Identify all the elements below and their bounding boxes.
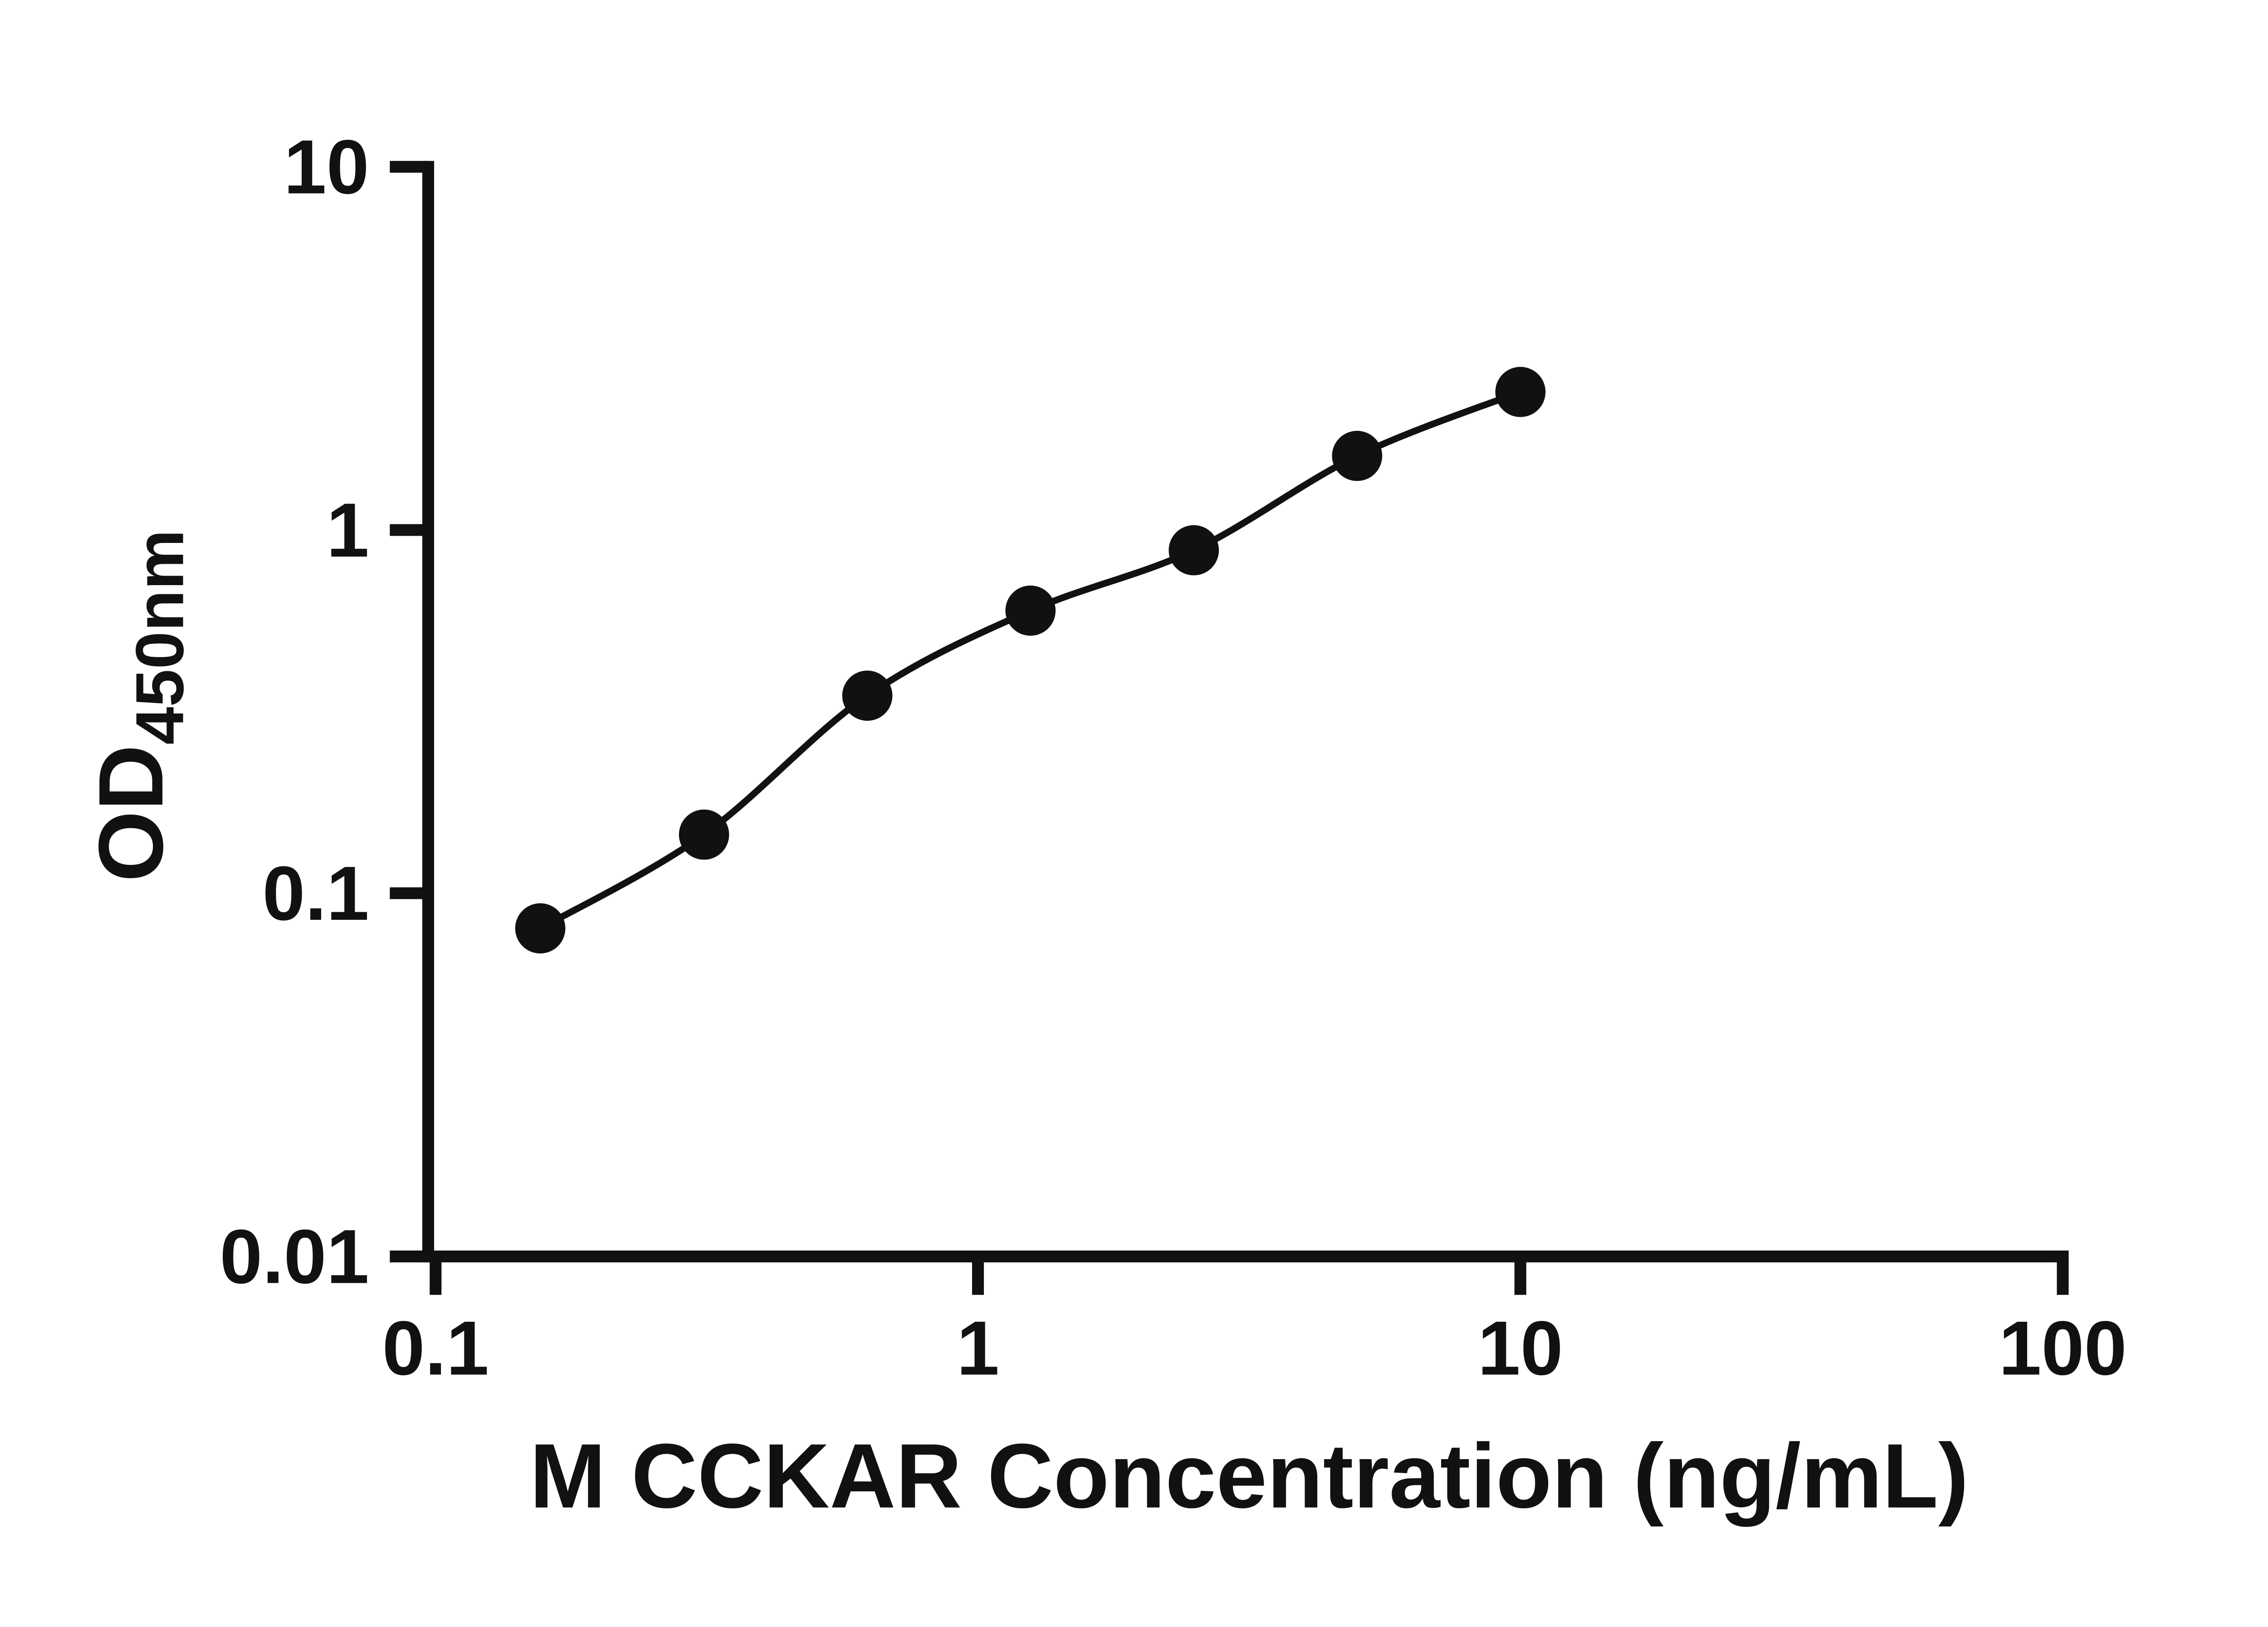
x-tick-label: 10 (1478, 1305, 1563, 1391)
data-point (679, 809, 729, 860)
x-axis-title: M CCKAR Concentration (ng/mL) (530, 1424, 1969, 1527)
x-tick-label: 0.1 (382, 1305, 489, 1391)
data-point (1168, 525, 1219, 576)
data-point (1495, 366, 1546, 417)
x-tick-label: 100 (1999, 1305, 2126, 1391)
data-point (842, 670, 893, 721)
y-tick-label: 0.1 (262, 850, 369, 936)
y-axis-title-sub: 450nm (122, 529, 198, 744)
data-point (515, 903, 566, 954)
y-tick-label: 1 (327, 487, 369, 573)
y-tick-label: 0.01 (220, 1214, 369, 1300)
y-axis-title: OD450nm (79, 529, 198, 882)
x-tick-label: 1 (957, 1305, 999, 1391)
data-point (1005, 585, 1056, 636)
y-axis-title-main: OD (79, 745, 182, 882)
data-point (1332, 430, 1383, 481)
y-tick-label: 10 (284, 124, 369, 210)
